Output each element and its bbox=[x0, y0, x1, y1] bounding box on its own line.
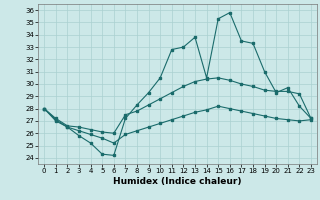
X-axis label: Humidex (Indice chaleur): Humidex (Indice chaleur) bbox=[113, 177, 242, 186]
